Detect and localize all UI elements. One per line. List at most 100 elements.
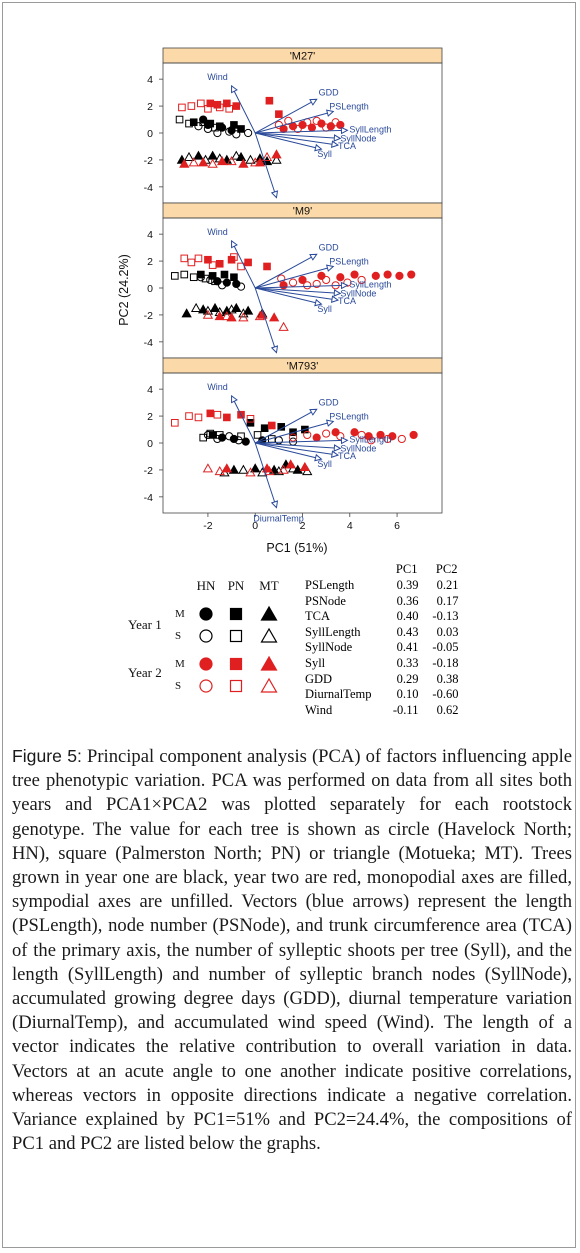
y-tick-label: 0 bbox=[147, 283, 153, 295]
loadings-variable: Syll bbox=[305, 655, 326, 670]
panel-frame bbox=[162, 62, 443, 204]
loadings-row: PSNode 0.36 0.17 bbox=[305, 594, 458, 610]
data-point bbox=[209, 302, 221, 312]
data-point bbox=[246, 419, 255, 427]
vector-pslength bbox=[255, 265, 334, 289]
legend-row-label: S bbox=[175, 680, 181, 692]
data-point bbox=[175, 115, 184, 124]
data-point bbox=[230, 253, 238, 261]
loadings-name-header bbox=[305, 560, 371, 578]
vector-label: SyllLength bbox=[349, 124, 391, 134]
data-point bbox=[260, 424, 269, 432]
data-point bbox=[179, 158, 190, 168]
loadings-variable: Wind bbox=[305, 702, 333, 717]
data-point bbox=[238, 464, 249, 474]
data-point bbox=[187, 258, 196, 267]
legend-symbol bbox=[260, 677, 278, 693]
vector-arrowhead bbox=[270, 500, 279, 509]
data-point bbox=[388, 432, 397, 441]
data-point bbox=[206, 409, 215, 418]
data-point bbox=[214, 465, 225, 476]
data-point bbox=[189, 273, 198, 282]
vector-tca bbox=[255, 132, 339, 146]
data-point bbox=[331, 428, 340, 437]
data-point bbox=[211, 277, 219, 286]
data-point bbox=[221, 310, 232, 321]
data-point bbox=[202, 309, 214, 319]
legend-year2-label: Year 2 bbox=[128, 665, 162, 680]
data-point bbox=[409, 430, 418, 440]
data-point bbox=[336, 273, 345, 282]
loadings-pc2-value: 0.21 bbox=[436, 578, 459, 592]
vector-arrowhead bbox=[309, 253, 318, 261]
data-point bbox=[264, 465, 275, 476]
data-point bbox=[244, 258, 252, 267]
data-point bbox=[180, 254, 189, 263]
loadings-pc2-value: 0.62 bbox=[436, 702, 459, 717]
data-point bbox=[265, 96, 274, 105]
vector-tca bbox=[255, 287, 339, 301]
y-tick-label: 0 bbox=[147, 438, 153, 450]
loadings-row: Wind -0.11 0.62 bbox=[305, 703, 458, 719]
vector-arrowhead bbox=[314, 143, 323, 152]
loadings-row: SyllLength 0.43 0.03 bbox=[305, 625, 458, 641]
data-point bbox=[279, 124, 288, 134]
data-point bbox=[216, 155, 228, 166]
loadings-row: SyllNode 0.41 -0.05 bbox=[305, 640, 458, 656]
vector-pslength bbox=[255, 420, 334, 444]
data-point bbox=[187, 102, 196, 110]
data-point bbox=[278, 321, 289, 331]
data-point bbox=[211, 123, 219, 132]
y-tick-label: 4 bbox=[147, 229, 153, 241]
data-point bbox=[275, 110, 283, 118]
vector-sylllength bbox=[255, 439, 348, 444]
pca-biplot-figure: PC2 (24.2%) PC1 (51%) 'M27' 4 2 0 -2 -4 Wind GD… bbox=[117, 47, 443, 555]
legend-symbol bbox=[199, 607, 213, 621]
vector-wind bbox=[231, 395, 256, 444]
data-point bbox=[246, 414, 255, 423]
loadings-pc2-value: 0.03 bbox=[436, 624, 459, 639]
y-tick-label: -2 bbox=[144, 155, 153, 167]
vector-label: Wind bbox=[207, 382, 228, 392]
data-point bbox=[234, 436, 243, 445]
data-point bbox=[198, 157, 209, 167]
panel-title: 'M27' bbox=[290, 51, 316, 63]
loadings-variable: DiurnalTemp bbox=[305, 687, 372, 702]
vector-arrowhead bbox=[309, 98, 318, 106]
loadings-pc1-value: 0.41 bbox=[396, 640, 419, 655]
legend-symbol bbox=[199, 657, 213, 671]
data-point bbox=[232, 130, 241, 139]
vector-arrowhead bbox=[333, 444, 342, 452]
data-point bbox=[190, 302, 202, 312]
legend-symbol bbox=[260, 605, 278, 621]
data-point bbox=[199, 433, 207, 442]
vector-wind bbox=[231, 85, 256, 134]
data-point bbox=[230, 273, 238, 282]
data-point bbox=[312, 116, 321, 125]
vector-label: Syll bbox=[317, 304, 332, 314]
vector-arrowhead bbox=[231, 84, 238, 94]
data-point bbox=[215, 122, 224, 131]
loadings-pc2-value: -0.05 bbox=[432, 640, 459, 655]
vector-arrowhead bbox=[231, 394, 238, 404]
panel-2: 'M793' 4 2 0 -2 -4 -2 0 2 4 6 Wind GDD PSLength SyllLe… bbox=[144, 357, 443, 532]
vector-sylllength bbox=[255, 129, 348, 134]
data-point bbox=[376, 430, 385, 440]
legend-symbol bbox=[229, 657, 243, 671]
data-point bbox=[202, 305, 214, 315]
data-point bbox=[226, 155, 237, 166]
vector-syll bbox=[255, 132, 322, 150]
loadings-variable: PSLength bbox=[305, 578, 355, 592]
vector-tca bbox=[255, 442, 339, 456]
vector-label: TCA bbox=[338, 451, 356, 461]
data-point bbox=[238, 312, 249, 322]
vector-arrowhead bbox=[314, 298, 323, 307]
vector-label: GDD bbox=[319, 87, 340, 97]
data-point bbox=[230, 121, 238, 129]
loadings-pc2-value: -0.13 bbox=[432, 609, 459, 624]
vector-label: SyllNode bbox=[340, 288, 376, 298]
vector-diurnaltemp bbox=[254, 132, 277, 198]
y-tick-label: 2 bbox=[147, 256, 153, 268]
loadings-pc2-value: 0.17 bbox=[436, 593, 459, 608]
